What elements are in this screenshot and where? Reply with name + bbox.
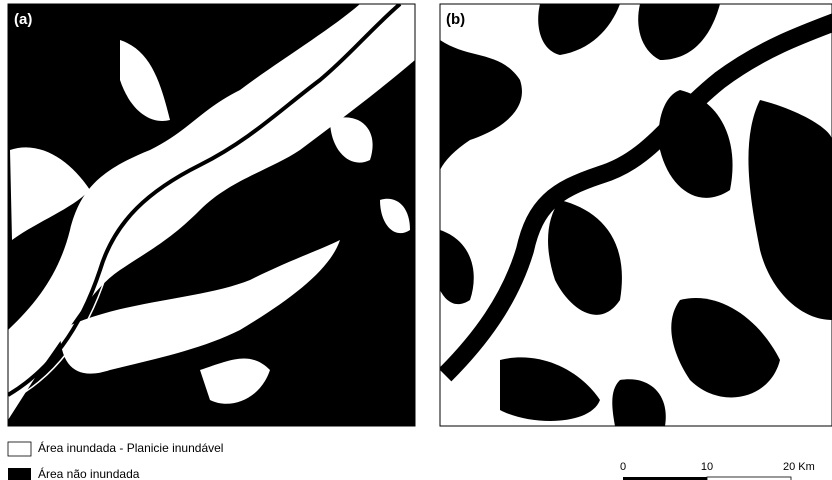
legend-label: Área inundada - Planicie inundável [38, 440, 223, 455]
legend-swatch [8, 442, 31, 456]
scale-label: 0 [620, 461, 626, 473]
scale-label: 20 Km [783, 461, 815, 473]
panel-label: (b) [446, 11, 465, 28]
map-a [8, 4, 415, 426]
figure: (a) (b) Área inundada - Planicie inundáv… [0, 0, 832, 480]
map-b [440, 4, 832, 426]
scale-label: 10 [701, 461, 713, 473]
legend-label: Área não inundada [38, 466, 140, 480]
legend-swatch [8, 468, 31, 480]
panel-label: (a) [14, 11, 32, 28]
